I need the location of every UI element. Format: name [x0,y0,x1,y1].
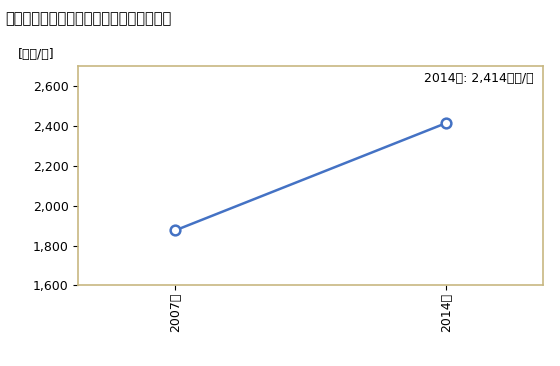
Legend: 小売業の従業者一人当たり年間商品販売額: 小売業の従業者一人当たり年間商品販売額 [183,362,365,366]
小売業の従業者一人当たり年間商品販売額 [443,121,450,125]
Text: 小売業の従業者一人当たり年間商品販売額: 小売業の従業者一人当たり年間商品販売額 [6,11,172,26]
Text: [万円/人]: [万円/人] [18,48,55,61]
小売業の従業者一人当たり年間商品販売額 [172,228,179,232]
Text: 2014年: 2,414万円/人: 2014年: 2,414万円/人 [424,72,534,86]
Line: 小売業の従業者一人当たり年間商品販売額: 小売業の従業者一人当たり年間商品販売額 [170,118,451,235]
